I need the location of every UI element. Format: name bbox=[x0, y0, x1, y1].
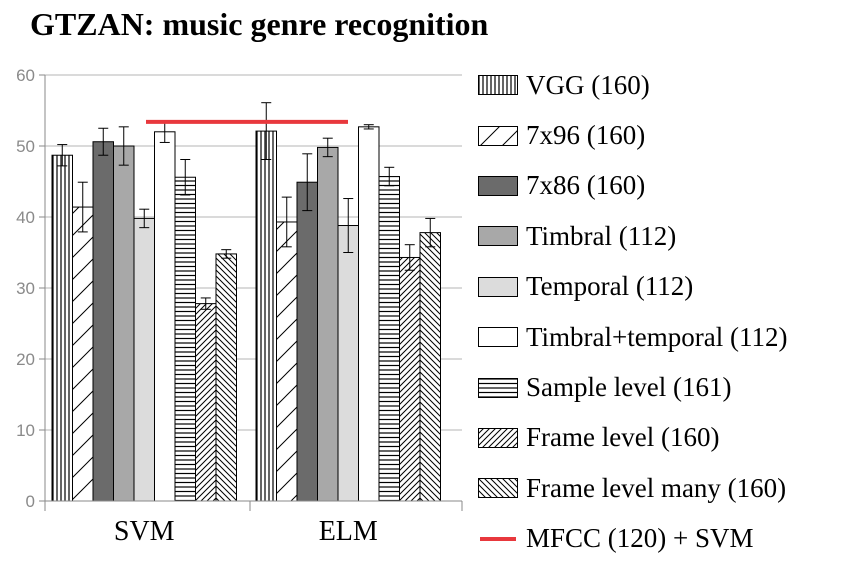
legend-item: Sample level (161) bbox=[478, 362, 787, 412]
legend-item: MFCC (120) + SVM bbox=[478, 514, 787, 564]
legend-label: 7x86 (160) bbox=[526, 170, 646, 201]
category-label: ELM bbox=[319, 516, 378, 547]
legend-item: 7x86 (160) bbox=[478, 161, 787, 211]
bar bbox=[154, 131, 176, 502]
legend-swatch bbox=[478, 478, 518, 499]
legend-swatch bbox=[478, 276, 518, 297]
bar bbox=[51, 154, 73, 502]
legend-swatch bbox=[478, 226, 518, 247]
legend-label: Timbral (112) bbox=[526, 220, 677, 251]
y-tick-label: 60 bbox=[16, 66, 35, 85]
legend-label: Temporal (112) bbox=[526, 271, 694, 302]
legend-swatch bbox=[478, 125, 518, 146]
y-tick-label: 50 bbox=[16, 137, 35, 156]
bar bbox=[378, 176, 400, 502]
legend-item: 7x96 (160) bbox=[478, 110, 787, 160]
y-tick-label: 40 bbox=[16, 208, 35, 227]
legend-item: VGG (160) bbox=[478, 60, 787, 110]
category-label: SVM bbox=[114, 516, 175, 547]
legend-label: Timbral+temporal (112) bbox=[526, 321, 788, 352]
legend-item: Temporal (112) bbox=[478, 262, 787, 312]
axes: 0 10 20 30 40 50 60 SVM ELM bbox=[16, 66, 463, 547]
legend-item: Timbral+temporal (112) bbox=[478, 312, 787, 362]
bar bbox=[337, 225, 359, 502]
bar bbox=[419, 232, 441, 502]
legend-item: Frame level (160) bbox=[478, 413, 787, 463]
legend-label: 7x96 (160) bbox=[526, 120, 646, 151]
y-tick-label: 20 bbox=[16, 350, 35, 369]
legend-swatch bbox=[478, 427, 518, 448]
legend-swatch bbox=[478, 327, 518, 348]
bar bbox=[358, 126, 380, 502]
legend: VGG (160) 7x96 (160) 7x86 (160) Timbral (11… bbox=[478, 60, 787, 564]
bar bbox=[255, 130, 277, 502]
legend-label: Frame level many (160) bbox=[526, 472, 787, 503]
legend-label: MFCC (120) + SVM bbox=[526, 523, 754, 554]
legend-label: Sample level (161) bbox=[526, 372, 732, 403]
bar bbox=[296, 181, 318, 502]
bars bbox=[51, 102, 441, 502]
y-tick-label: 0 bbox=[26, 492, 35, 511]
bar bbox=[215, 253, 237, 502]
legend-swatch bbox=[478, 377, 518, 398]
bar bbox=[276, 221, 298, 502]
chart-title: GTZAN: music genre recognition bbox=[30, 6, 489, 42]
bar bbox=[317, 146, 339, 502]
y-tick-label: 10 bbox=[16, 421, 35, 440]
bar bbox=[174, 176, 196, 502]
bar bbox=[133, 217, 155, 502]
bar bbox=[113, 145, 135, 502]
legend-label: VGG (160) bbox=[526, 69, 650, 100]
bar bbox=[195, 303, 217, 502]
legend-item: Timbral (112) bbox=[478, 211, 787, 261]
bar bbox=[72, 206, 94, 502]
bar bbox=[399, 256, 421, 502]
legend-swatch bbox=[478, 175, 518, 196]
y-tick-label: 30 bbox=[16, 279, 35, 298]
legend-swatch bbox=[478, 75, 518, 96]
legend-label: Frame level (160) bbox=[526, 422, 720, 453]
bar bbox=[92, 141, 114, 502]
legend-line-swatch bbox=[478, 529, 518, 549]
legend-item: Frame level many (160) bbox=[478, 463, 787, 513]
